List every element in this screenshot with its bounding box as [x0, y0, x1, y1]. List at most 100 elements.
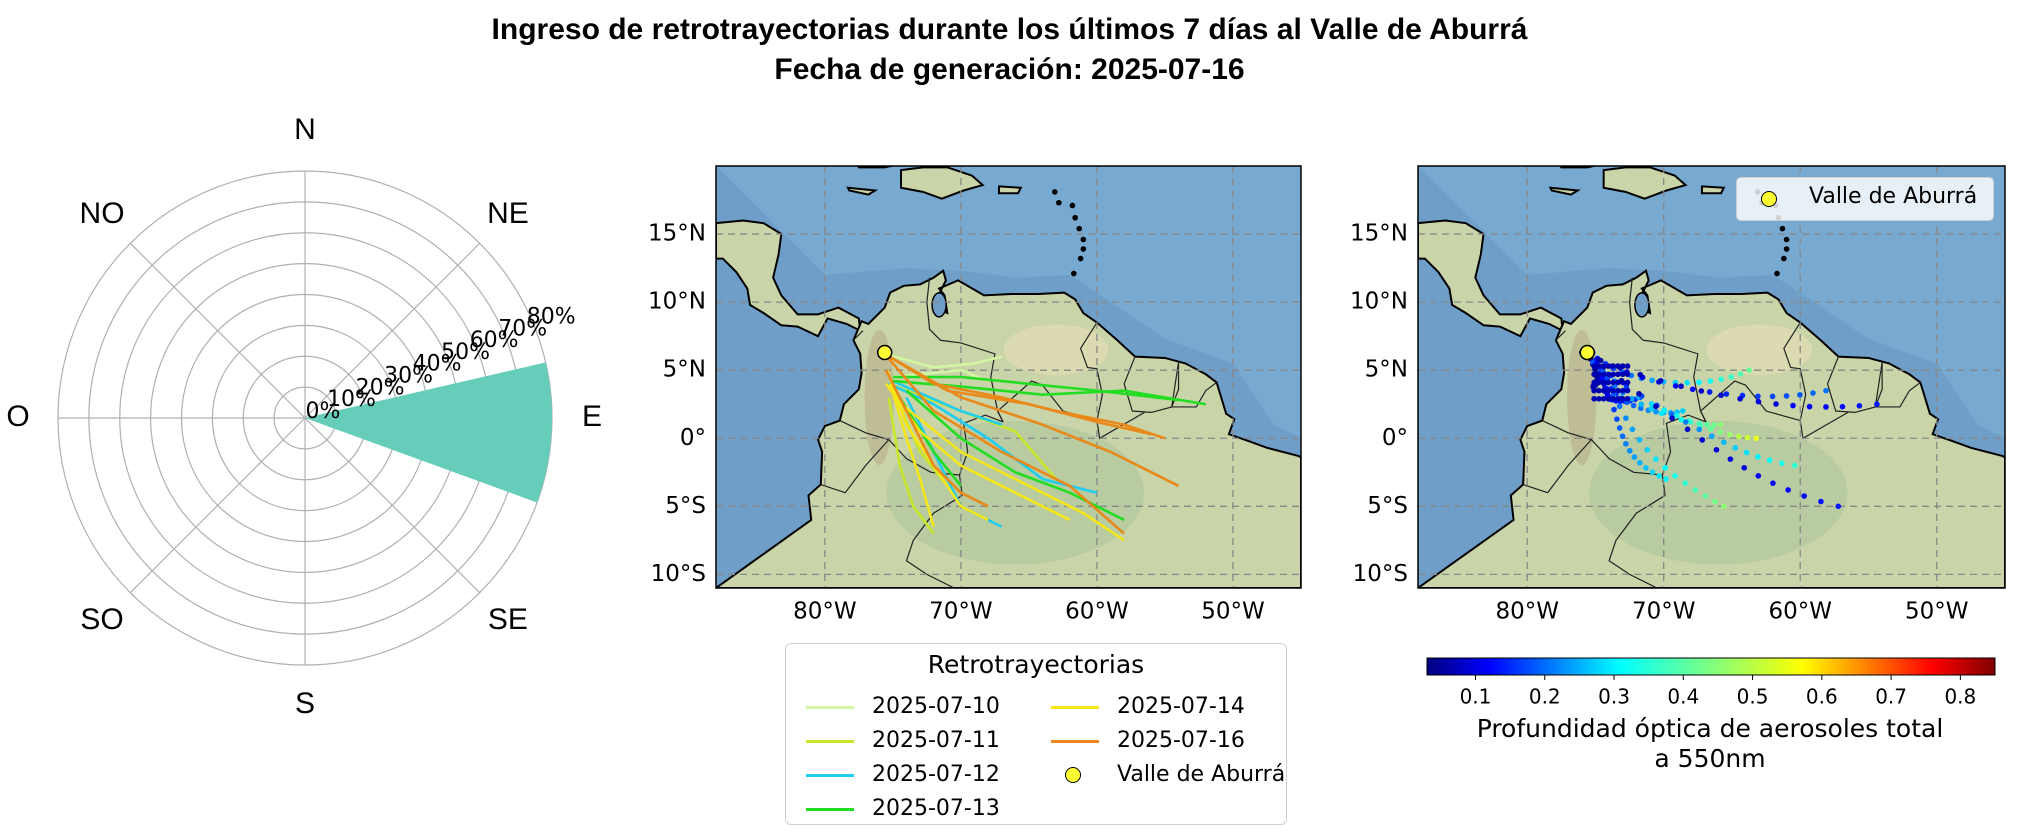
aod-point-5-15: [1779, 460, 1785, 467]
mapA-island-1: [1077, 255, 1084, 262]
aod-cluster-21: [1615, 379, 1621, 386]
aod-point-7-13: [1643, 465, 1649, 471]
mapA-island-6: [1056, 199, 1062, 206]
rose-spoke-7: [129, 242, 306, 419]
aod-point-9-12: [1707, 378, 1714, 384]
rose-tick-1: 10%: [327, 387, 376, 412]
rose-dir-S: S: [295, 687, 315, 720]
mapB-land-jamaica: [1548, 186, 1581, 196]
rose-dir-E: E: [582, 400, 602, 433]
mapA-lon-label-1: 70°W: [929, 599, 993, 625]
aod-point-5-10: [1720, 439, 1727, 446]
aod-point-10-16: [1823, 387, 1829, 394]
aod-point-10-13: [1783, 393, 1790, 399]
colorbar-tick-label-2: 0.3: [1598, 685, 1630, 709]
legend-line-4: [806, 808, 854, 811]
aod-point-10-15: [1810, 390, 1816, 396]
mapB-lat-label-5: 10°S: [1353, 561, 1408, 587]
mapB-border-4: [1522, 439, 1592, 494]
aod-point-9-7: [1649, 377, 1655, 384]
legend-label-4: 2025-07-13: [872, 796, 1000, 821]
mapA-island-5: [1072, 214, 1078, 221]
mapA-lat-label-4: 5°S: [665, 493, 706, 519]
aod-point-6-4: [1653, 403, 1659, 410]
trajectory-2025-07-13-3: [898, 396, 962, 487]
legend-line-5: [1051, 706, 1099, 709]
aod-point-11-10: [1773, 401, 1779, 407]
trajectory-2025-07-16-3: [884, 369, 989, 508]
mapA-plot-area: [716, 166, 1301, 588]
colorbar-label-line-2: a 550nm: [1654, 744, 1766, 773]
aod-point-11-16: [1874, 401, 1880, 408]
mapA-lat-label-2: 5°N: [663, 357, 706, 383]
colorbar-tick-label-4: 0.5: [1737, 685, 1769, 709]
mapB-plot-area: [1418, 166, 2005, 588]
mapB-border-7: [1826, 356, 1883, 413]
trajectory-2025-07-14-0: [888, 383, 935, 528]
aod-point-4-14: [1735, 433, 1742, 440]
aod-point-2-16: [1679, 408, 1686, 414]
aod-cluster-10: [1600, 371, 1607, 378]
legend-line-2: [806, 740, 854, 743]
aod-point-2-12: [1653, 408, 1659, 415]
aod-point-4-11: [1707, 426, 1714, 432]
aod-point-6-12: [1770, 480, 1776, 486]
mapB-island-1: [1781, 255, 1787, 262]
colorbar-label: Profundidad óptica de aerosoles total a …: [1420, 714, 2000, 774]
aod-cluster-25: [1596, 387, 1602, 394]
legend-label-1: 2025-07-10: [872, 694, 1000, 719]
wind-rose: 0%10%20%30%40%50%60%70%80% N NE E SE S SO O NO: [6, 113, 602, 720]
mapA-island-8: [1051, 189, 1058, 195]
aod-point-7-15: [1656, 473, 1663, 479]
rose-dir-SO: SO: [80, 603, 123, 636]
aod-cluster-2: [1600, 363, 1607, 369]
rose-tick-7: 70%: [498, 316, 547, 341]
legend-label-6: 2025-07-16: [1117, 728, 1245, 753]
aod-point-10-14: [1797, 391, 1803, 398]
colorbar-label-line-1: Profundidad óptica de aerosoles total: [1476, 714, 1944, 743]
colorbar-gradient: [1426, 657, 1996, 676]
mapA-island-3: [1080, 246, 1087, 252]
aod-point-4-7: [1661, 407, 1668, 413]
rose-dir-SE: SE: [488, 603, 528, 636]
trajectory-2025-07-13-0: [892, 375, 1179, 402]
aod-cluster-27: [1605, 387, 1612, 394]
aod-point-7-5: [1611, 406, 1617, 413]
mapB-border-2: [1661, 414, 1707, 496]
mapA-lon-label-3: 50°W: [1201, 599, 1265, 625]
aod-point-8-13: [1692, 487, 1699, 493]
aod-point-11-11: [1790, 402, 1796, 409]
mapB-island-3: [1783, 246, 1790, 252]
aod-cluster-37: [1615, 395, 1621, 402]
mapB-lat-label-0: 15°N: [1350, 221, 1408, 247]
aod-cluster-1: [1596, 363, 1602, 369]
aod-point-6-10: [1741, 464, 1748, 471]
site-legend: Valle de Aburrá: [1736, 177, 1994, 221]
aod-cluster-26: [1600, 387, 1607, 394]
mapB-border-1: [1628, 277, 1707, 423]
aod-point-6-15: [1818, 498, 1824, 505]
aod-point-8-14: [1702, 493, 1709, 499]
aod-point-7-10: [1626, 447, 1633, 454]
colorbar-tick-label-0: 0.1: [1460, 685, 1492, 709]
colorbar-tick-label-6: 0.7: [1875, 685, 1907, 709]
rose-dir-O: O: [6, 400, 29, 433]
aod-point-8-9: [1653, 456, 1659, 462]
mapB-border-8: [1874, 361, 1921, 408]
aod-point-11-1: [1597, 357, 1604, 364]
legend-label-5: 2025-07-14: [1117, 694, 1245, 719]
aod-point-5-14: [1766, 457, 1773, 464]
aod-point-9-15: [1737, 371, 1744, 377]
aod-cluster-30: [1619, 387, 1626, 394]
rose-tick-8: 80%: [527, 304, 576, 329]
mapA-island-4: [1076, 225, 1083, 232]
aod-point-9-14: [1728, 374, 1735, 380]
mapA-land-cuba: [856, 166, 896, 169]
aod-point-8-7: [1636, 437, 1643, 443]
aod-point-7-7: [1616, 425, 1623, 431]
mapB-lon-label-2: 60°W: [1768, 599, 1832, 625]
aod-point-2-9: [1630, 402, 1637, 409]
mapB-land-puerto-rico: [1700, 185, 1726, 195]
trajectory-2025-07-16-2: [883, 353, 1125, 535]
legend-label-site: Valle de Aburrá: [1117, 762, 1286, 787]
